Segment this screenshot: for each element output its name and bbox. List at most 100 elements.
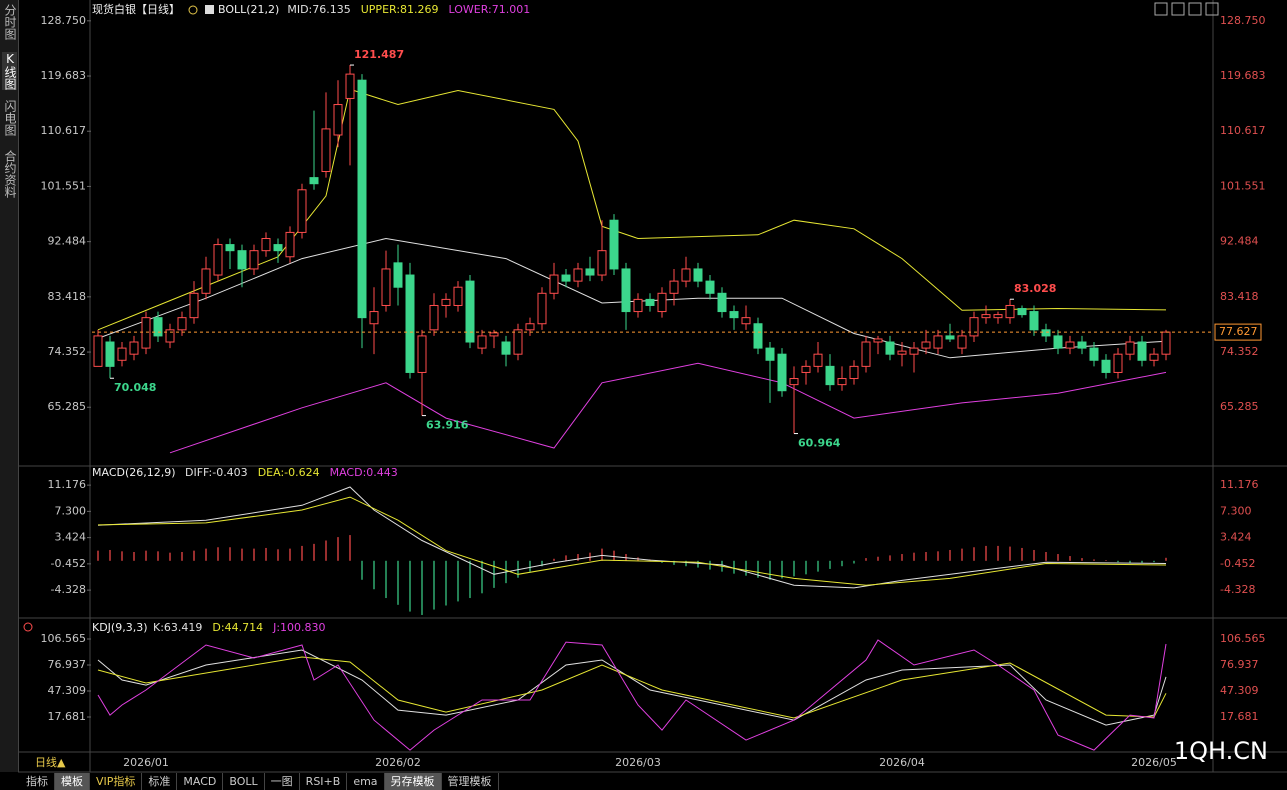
settings-icon[interactable]	[188, 5, 198, 15]
y-tick-label: 106.565	[1220, 632, 1266, 645]
period-selector[interactable]: 日线▲	[35, 755, 66, 769]
candle-body	[789, 378, 799, 386]
candle-body	[465, 280, 475, 343]
candle-body	[213, 244, 223, 276]
candle-body	[93, 335, 103, 367]
indicator-line	[97, 656, 1167, 719]
candle-body	[981, 314, 991, 319]
bottom-tabs: 指标 模板 VIP指标 标准 MACD BOLL 一图 RSI+B ema 另存模板 管理模板	[20, 773, 499, 790]
candle-body	[765, 347, 775, 361]
candle-body	[165, 329, 175, 343]
candle-body	[357, 79, 367, 319]
sidebar-tab[interactable]: 闪电图	[3, 100, 17, 136]
y-tick-label: 101.551	[41, 179, 87, 192]
legend-entry: J:100.830	[272, 621, 325, 634]
candle-body	[285, 231, 295, 258]
candle-body	[945, 335, 955, 340]
y-tick-label: 128.750	[41, 14, 87, 27]
candle-body	[1125, 341, 1135, 355]
bottom-tab[interactable]: RSI+B	[300, 773, 348, 790]
candle-body	[453, 286, 463, 306]
sidebar-tab[interactable]: 分时图	[3, 4, 17, 40]
candle-body	[621, 268, 631, 313]
bottom-tab[interactable]: 一图	[265, 773, 300, 790]
panel	[97, 639, 1167, 751]
candle-body	[537, 292, 547, 325]
candle-body	[729, 311, 739, 319]
y-tick-label: 128.750	[1220, 14, 1266, 27]
candle-body	[1029, 311, 1039, 331]
bottom-tab[interactable]: 模板	[55, 773, 90, 790]
candle-body	[633, 298, 643, 313]
indicator-line	[97, 649, 1167, 726]
y-tick-label: 83.418	[1220, 290, 1259, 303]
bottom-tab[interactable]: 标准	[142, 773, 178, 790]
x-tick-label: 2026/04	[879, 756, 925, 769]
y-tick-label: 92.484	[48, 235, 87, 248]
y-tick-label: 47.309	[1220, 684, 1259, 697]
indicator-name: BOLL(21,2)	[218, 3, 279, 16]
y-tick-label: 11.176	[1220, 478, 1259, 491]
legend-entry: D:44.714	[212, 621, 263, 634]
y-tick-label: 65.285	[1220, 400, 1259, 413]
candle-body	[861, 341, 871, 367]
bottom-tab[interactable]: VIP指标	[90, 773, 143, 790]
y-tick-label: 74.352	[1220, 345, 1259, 358]
extreme-label: 70.048	[114, 381, 156, 394]
candle-body	[1065, 341, 1075, 349]
bottom-tab[interactable]: ema	[347, 773, 385, 790]
indicator-line	[97, 496, 1167, 586]
sidebar-tab[interactable]: K线图	[2, 52, 17, 90]
legend-entry: DEA:-0.624	[258, 466, 320, 479]
candle-body	[933, 335, 943, 349]
bottom-tab[interactable]: BOLL	[223, 773, 265, 790]
control-button[interactable]	[1188, 2, 1202, 16]
legend-entry: DIFF:-0.403	[185, 466, 248, 479]
y-tick-label: 110.617	[1220, 124, 1266, 137]
candle-body	[489, 332, 499, 337]
candle-body	[705, 280, 715, 294]
candle-body	[177, 317, 187, 331]
candle-body	[837, 378, 847, 386]
control-button[interactable]	[1154, 2, 1168, 16]
candle-body	[825, 365, 835, 386]
candle-body	[1077, 341, 1087, 349]
candle-body	[153, 317, 163, 337]
candle-body	[777, 353, 787, 392]
x-tick-label: 2026/03	[615, 756, 661, 769]
candle-body	[1113, 353, 1123, 373]
bottom-tab[interactable]: 管理模板	[442, 773, 499, 790]
legend-entry: LOWER:71.001	[449, 3, 531, 16]
candle-body	[189, 292, 199, 319]
candle-body	[141, 317, 151, 349]
y-tick-label: 119.683	[41, 69, 87, 82]
bottom-tab[interactable]: MACD	[177, 773, 224, 790]
candle-body	[237, 250, 247, 270]
y-tick-label: -4.328	[51, 583, 86, 596]
bottom-tab[interactable]: 指标	[20, 773, 55, 790]
y-tick-label: 74.352	[48, 345, 87, 358]
chart-title: 现货白银【日线】	[92, 2, 180, 16]
candle-body	[477, 335, 487, 349]
panel-icon[interactable]	[23, 622, 33, 632]
candle-body	[393, 262, 403, 288]
candle-body	[441, 298, 451, 306]
indicator-name: KDJ(9,3,3)	[92, 621, 148, 634]
candle-body	[513, 329, 523, 355]
control-button[interactable]	[1171, 2, 1185, 16]
candle-body	[849, 365, 859, 380]
indicator-icon[interactable]	[205, 5, 214, 14]
control-button[interactable]	[1205, 2, 1219, 16]
candle-body	[369, 311, 379, 325]
candle-body	[1053, 335, 1063, 349]
candle-body	[417, 335, 427, 373]
y-tick-label: 110.617	[41, 124, 87, 137]
candle-body	[1017, 308, 1027, 316]
candle-body	[561, 274, 571, 282]
candle-body	[909, 347, 919, 355]
sidebar-tab[interactable]: 合约资料	[3, 150, 17, 198]
candle-body	[645, 298, 655, 306]
candle-body	[969, 317, 979, 337]
window-controls	[1154, 2, 1219, 16]
bottom-tab[interactable]: 另存模板	[384, 773, 442, 790]
